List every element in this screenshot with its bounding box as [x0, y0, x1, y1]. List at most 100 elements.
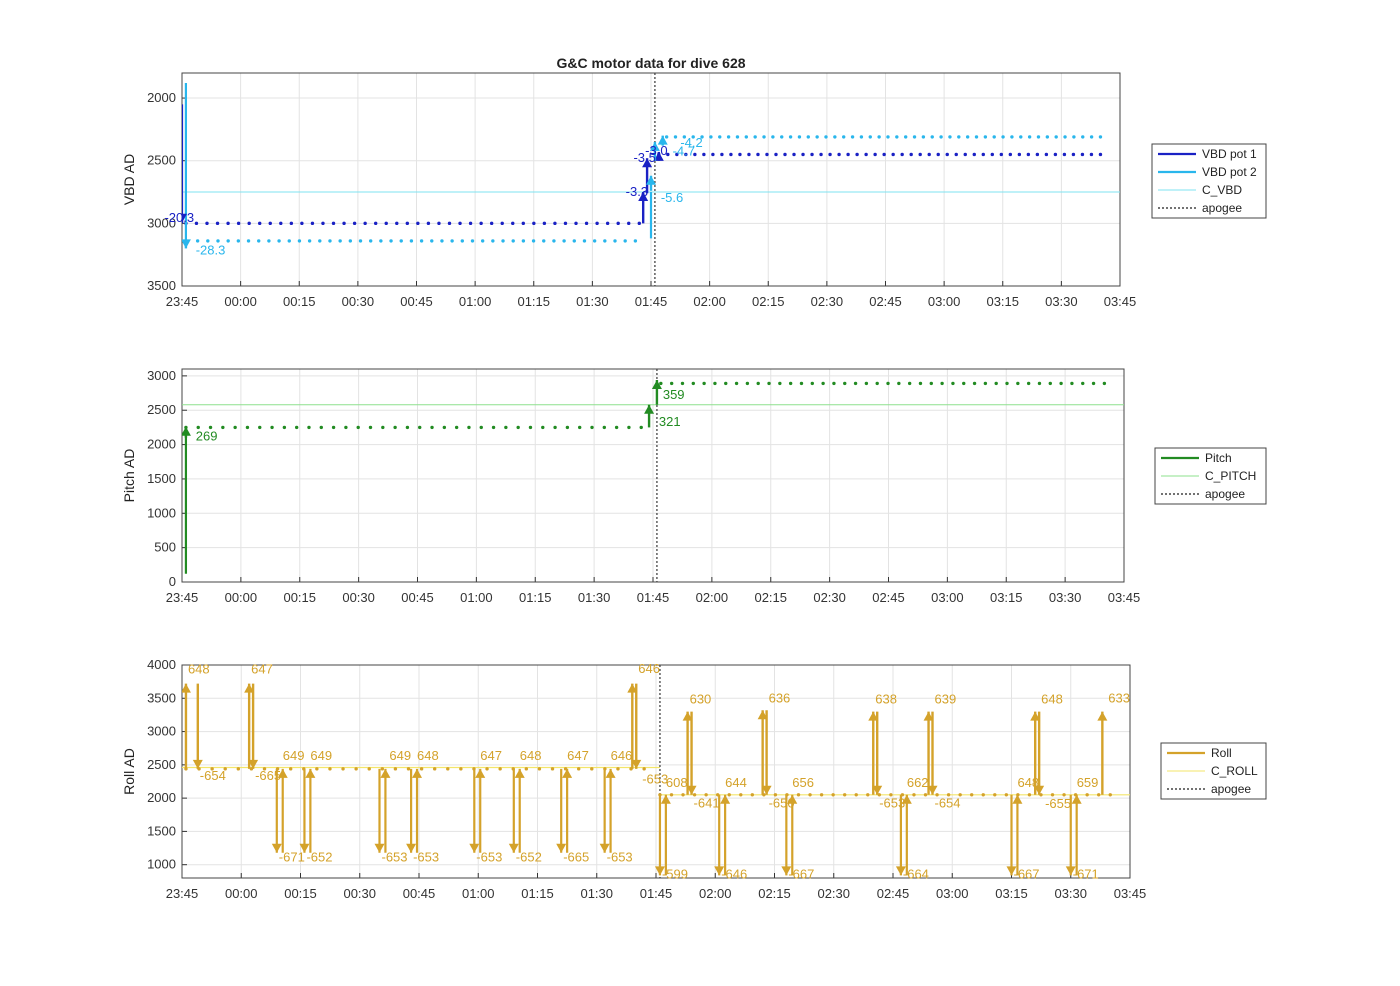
- data-point: [792, 152, 796, 157]
- data-point: [669, 381, 674, 386]
- x-tick-label: 03:30: [1054, 886, 1087, 901]
- data-label: 638: [875, 692, 897, 707]
- plot-frame: [181, 664, 1131, 879]
- data-point: [450, 239, 454, 243]
- data-label: -4.2: [680, 135, 702, 150]
- data-point: [797, 135, 802, 139]
- data-point: [446, 767, 450, 771]
- x-tick-label: 03:45: [1108, 590, 1141, 605]
- roll-arrow-down-head: [872, 785, 883, 795]
- data-point: [750, 793, 755, 797]
- data-point: [664, 135, 669, 139]
- data-point: [458, 221, 462, 226]
- data-point: [354, 767, 358, 771]
- data-point: [489, 221, 494, 226]
- data-point: [778, 381, 782, 386]
- x-tick-label: 01:00: [462, 886, 495, 901]
- data-point: [810, 152, 814, 157]
- roll-arrow-up-head: [244, 683, 255, 693]
- data-point: [210, 767, 214, 771]
- roll-dip-head: [714, 866, 725, 876]
- roll-dip-head: [599, 843, 610, 853]
- data-point: [918, 152, 922, 157]
- x-tick-label: 02:45: [877, 886, 910, 901]
- data-point: [954, 152, 958, 157]
- x-tick-label: 03:30: [1049, 590, 1082, 605]
- data-point: [206, 239, 210, 243]
- x-tick-label: 00:30: [342, 294, 375, 309]
- data-point: [859, 135, 864, 139]
- data-point: [897, 381, 901, 386]
- roll-rise-head: [1012, 794, 1023, 804]
- vbd1-arrow-head: [638, 192, 649, 202]
- x-tick-label: 03:15: [986, 294, 1019, 309]
- data-label: -646: [721, 867, 747, 882]
- roll-rise-head: [380, 768, 391, 778]
- data-label: -665: [255, 768, 281, 783]
- data-point: [682, 135, 687, 139]
- data-point: [808, 793, 812, 797]
- data-point: [531, 239, 536, 243]
- y-tick-label: 1500: [147, 471, 176, 486]
- data-point: [247, 221, 251, 226]
- data-point: [504, 425, 508, 430]
- data-label: -655: [1045, 796, 1071, 811]
- data-point: [1097, 793, 1101, 797]
- data-point: [236, 239, 241, 243]
- x-tick-label: 00:15: [283, 590, 316, 605]
- data-point: [639, 425, 643, 430]
- data-point: [341, 767, 345, 771]
- data-point: [344, 425, 348, 430]
- data-point: [957, 135, 961, 139]
- data-point: [321, 221, 325, 226]
- data-label: -652: [306, 849, 332, 864]
- data-point: [990, 152, 995, 157]
- x-tick-label: 00:30: [342, 590, 375, 605]
- data-label: 359: [663, 387, 685, 402]
- data-point: [480, 239, 485, 243]
- data-point: [627, 221, 631, 226]
- data-point: [348, 239, 353, 243]
- roll-rise-head: [1071, 794, 1082, 804]
- data-point: [552, 239, 556, 243]
- data-label: -653: [413, 849, 439, 864]
- legend-entry: C_ROLL: [1211, 764, 1258, 778]
- data-point: [945, 152, 949, 157]
- data-point: [974, 135, 979, 139]
- data-point: [196, 425, 200, 430]
- data-point: [891, 152, 895, 157]
- data-point: [1054, 135, 1058, 139]
- data-point: [774, 152, 778, 157]
- data-point: [426, 221, 431, 226]
- x-tick-label: 01:00: [459, 294, 492, 309]
- data-point: [965, 135, 970, 139]
- data-point: [983, 381, 988, 386]
- data-point: [907, 381, 912, 386]
- data-point: [542, 221, 547, 226]
- data-point: [205, 221, 209, 226]
- data-point: [258, 425, 262, 430]
- data-point: [854, 793, 858, 797]
- data-point: [713, 381, 717, 386]
- data-point: [832, 381, 836, 386]
- roll-arrow-up-head: [1030, 711, 1041, 721]
- pitch-arrow-head: [644, 404, 655, 414]
- data-point: [307, 239, 312, 243]
- vbd2-arrow-head: [649, 141, 660, 151]
- vbd2-arrow-head: [646, 175, 656, 185]
- data-point: [930, 135, 934, 139]
- roll-arrow-down-head: [192, 759, 203, 769]
- data-point: [368, 425, 373, 430]
- data-point: [447, 221, 452, 226]
- data-point: [550, 767, 555, 771]
- roll-dip-head: [654, 866, 665, 876]
- x-tick-label: 01:15: [519, 590, 552, 605]
- data-point: [590, 767, 594, 771]
- data-point: [257, 239, 261, 243]
- data-point: [1098, 152, 1103, 157]
- y-tick-label: 1000: [147, 505, 176, 520]
- pitch-arrow-head: [651, 379, 662, 389]
- data-point: [962, 381, 966, 386]
- y-tick-label: 2500: [147, 153, 176, 168]
